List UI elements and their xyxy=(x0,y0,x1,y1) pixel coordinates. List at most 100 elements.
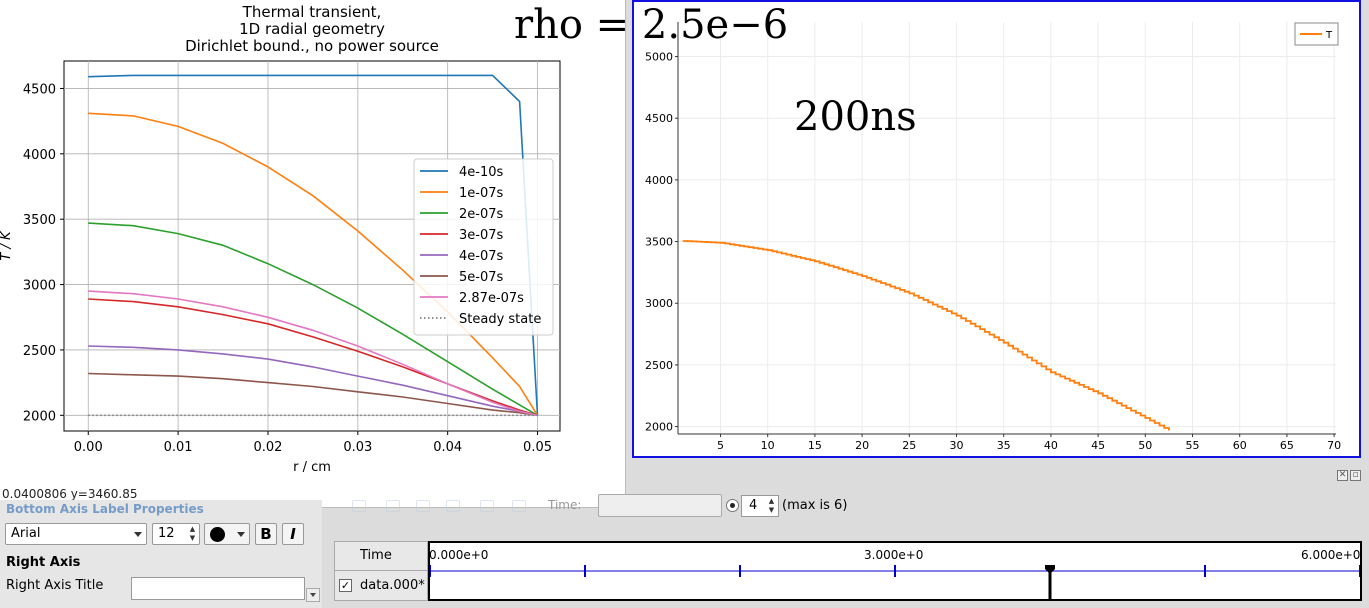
timeline xyxy=(429,565,1361,603)
spin-arrows-icon[interactable]: ▲ ▼ xyxy=(189,525,196,542)
y-tick-label: 4000 xyxy=(645,174,673,187)
y-tick-label: 4500 xyxy=(645,112,673,125)
next-frame-icon[interactable] xyxy=(446,500,460,512)
y-tick-label: 3500 xyxy=(645,236,673,249)
max-timestep-label: (max is 6) xyxy=(782,498,848,513)
font-color-button[interactable] xyxy=(204,523,250,545)
time-annotation: 200ns xyxy=(794,94,917,140)
x-tick-label: 30 xyxy=(949,439,963,452)
x-tick-label: 10 xyxy=(761,439,775,452)
italic-button[interactable]: I xyxy=(282,523,304,545)
y-tick-label: 4500 xyxy=(23,82,56,97)
x-axis-label: r / cm xyxy=(293,460,331,475)
y-tick-label: 3000 xyxy=(23,279,56,294)
rho-annotation: rho = 2.5e−6 xyxy=(514,2,789,48)
bold-button[interactable]: B xyxy=(255,523,277,545)
loop-icon[interactable] xyxy=(512,500,526,512)
x-axis-ticks: 5 10 15 20 25 30 35 40 45 50 55 60 65 70 xyxy=(717,434,1341,452)
x-tick-label: 0.02 xyxy=(253,440,282,455)
legend-label: 2.87e-07s xyxy=(459,291,524,306)
x-tick-label: 20 xyxy=(855,439,869,452)
right-axis-title-input[interactable] xyxy=(131,577,305,600)
right-axis-section-heading: Right Axis xyxy=(6,555,81,570)
timestep-spinbox[interactable]: 4 ▲ ▼ xyxy=(741,495,779,517)
x-tick-label: 0.00 xyxy=(74,440,103,455)
time-marker-handle[interactable] xyxy=(1045,565,1055,574)
legend[interactable]: T xyxy=(1294,22,1339,46)
time-header-label: Time xyxy=(360,548,392,563)
series-line xyxy=(88,345,538,417)
y-tick-label: 2000 xyxy=(645,421,673,434)
x-axis-ticks: 0.00 0.01 0.02 0.03 0.04 0.05 xyxy=(74,431,552,455)
spin-arrows-icon[interactable]: ▲ ▼ xyxy=(768,497,775,514)
series-line xyxy=(88,290,538,417)
time-tick-start: 0.000e+0 xyxy=(429,548,489,562)
legend-label: 3e-07s xyxy=(459,228,504,243)
x-tick-label: 25 xyxy=(902,439,916,452)
time-tick-end: 6.000e+0 xyxy=(1301,548,1361,562)
y-tick-label: 5000 xyxy=(645,51,673,64)
legend-label: 4e-10s xyxy=(459,165,504,180)
legend-label: T xyxy=(1325,30,1333,41)
font-family-value: Arial xyxy=(11,526,41,541)
paraview-line-chart-view[interactable]: 5 10 15 20 25 30 35 40 45 50 55 60 65 70 2000 2500 3000… xyxy=(632,0,1361,458)
series-line xyxy=(682,240,1170,431)
play-icon[interactable] xyxy=(416,500,430,512)
time-inspector-track[interactable] xyxy=(428,541,1362,603)
series-line xyxy=(88,74,539,416)
color-swatch-icon xyxy=(210,527,225,542)
legend-frame xyxy=(413,158,554,336)
legend-label: 2e-07s xyxy=(459,207,504,222)
series-line xyxy=(88,222,538,416)
y-tick-label: 3500 xyxy=(23,213,56,228)
previous-frame-icon[interactable] xyxy=(386,500,400,512)
timestep-radio[interactable] xyxy=(726,499,739,512)
x-tick-label: 0.04 xyxy=(433,440,462,455)
row-source-name: data.000* xyxy=(360,578,425,593)
time-tick-mid: 3.000e+0 xyxy=(864,548,924,562)
y-tick-label: 2500 xyxy=(645,359,673,372)
float-view-icon[interactable]: ▫ xyxy=(1350,470,1361,481)
first-frame-icon[interactable] xyxy=(352,500,366,512)
font-size-value: 12 xyxy=(158,526,175,541)
font-size-spinbox[interactable]: 12 ▲ ▼ xyxy=(152,523,200,545)
right-axis-title-label: Right Axis Title xyxy=(6,578,104,593)
panel-title: Bottom Axis Label Properties xyxy=(6,502,204,516)
matplotlib-figure-window: Thermal transient, 1D radial geometry Diri… xyxy=(0,0,626,508)
x-tick-label: 5 xyxy=(717,439,724,452)
series-line xyxy=(88,372,538,417)
legend-label: Steady state xyxy=(459,312,541,327)
x-tick-label: 55 xyxy=(1186,439,1200,452)
temperature-line-chart: Thermal transient,1D radial geometryDiri… xyxy=(0,3,561,475)
chevron-down-icon xyxy=(134,532,142,537)
series-lines xyxy=(88,74,539,417)
legend-label: 1e-07s xyxy=(459,186,504,201)
y-tick-label: 2500 xyxy=(23,344,56,359)
x-tick-label: 15 xyxy=(808,439,822,452)
x-tick-label: 50 xyxy=(1138,439,1152,452)
last-frame-icon[interactable] xyxy=(480,500,494,512)
properties-panel: Bottom Axis Label Properties Arial 12 ▲ ▼… xyxy=(0,500,322,608)
series-line xyxy=(88,298,538,417)
y-axis-label: T / K xyxy=(0,230,14,261)
x-tick-label: 45 xyxy=(1091,439,1105,452)
x-tick-label: 0.03 xyxy=(343,440,372,455)
time-value-field[interactable] xyxy=(598,494,722,517)
timestep-value: 4 xyxy=(749,498,758,513)
scroll-down-icon[interactable] xyxy=(306,588,320,602)
legend-label: 4e-07s xyxy=(459,249,504,264)
time-column-header xyxy=(334,541,428,571)
x-tick-label: 0.05 xyxy=(523,440,552,455)
font-family-combo[interactable]: Arial xyxy=(5,523,147,545)
x-tick-label: 40 xyxy=(1044,439,1058,452)
legend: 4e-10s 1e-07s 2e-07s 3e-07s 4e-07s 5e-07s 2.87… xyxy=(413,158,554,336)
legend-label: 5e-07s xyxy=(459,270,504,285)
close-view-icon[interactable]: ✕ xyxy=(1337,470,1348,481)
x-tick-label: 65 xyxy=(1280,439,1294,452)
series-line xyxy=(88,112,539,416)
gridlines xyxy=(677,22,1336,435)
row-visibility-checkbox[interactable]: ✓ xyxy=(339,579,352,592)
time-label: Time: xyxy=(548,498,582,512)
x-tick-label: 60 xyxy=(1233,439,1247,452)
